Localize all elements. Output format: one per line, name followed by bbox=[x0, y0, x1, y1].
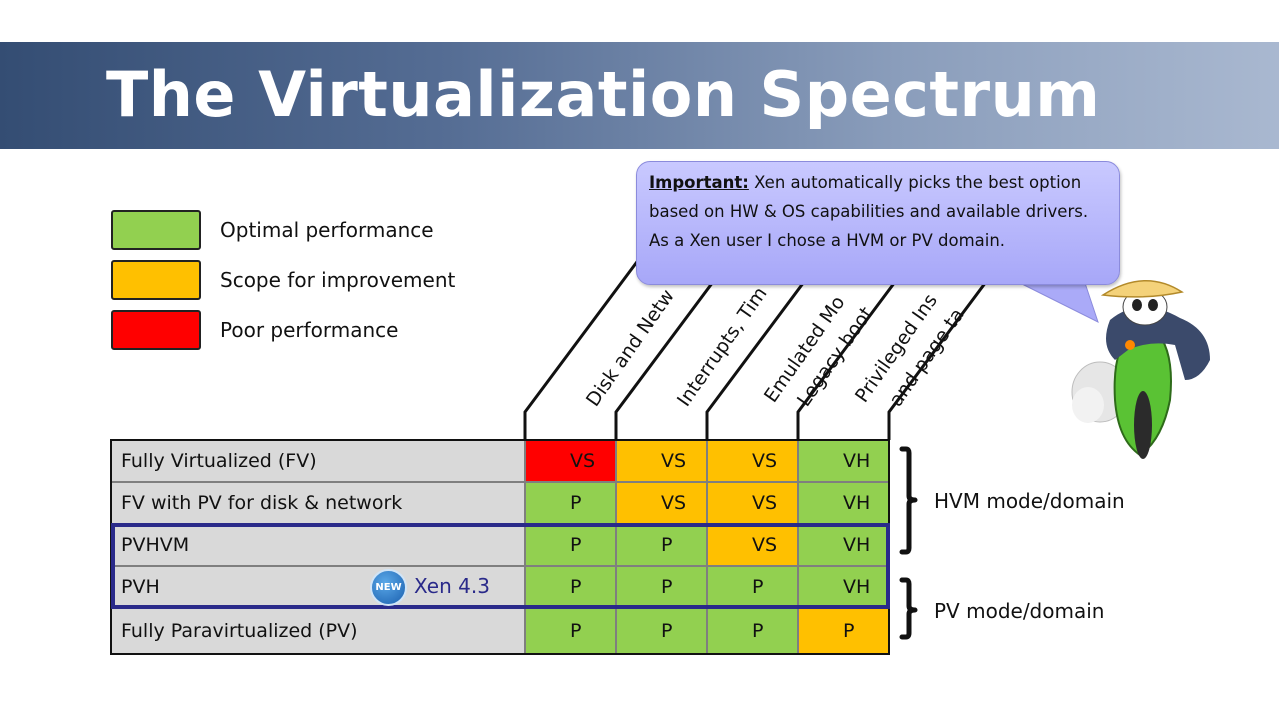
cell-pvh-privileged: VH bbox=[798, 566, 889, 608]
column-header-disk-network: Disk and Netw bbox=[582, 285, 679, 411]
cell-fvpv-interrupts: VS bbox=[616, 482, 707, 524]
pvhvm-pvh-highlight bbox=[111, 523, 890, 609]
xen-version-label: Xen 4.3 bbox=[414, 574, 490, 598]
row-label-fv-pv-disk: FV with PV for disk & network bbox=[111, 482, 525, 524]
legend-swatch-poor bbox=[111, 310, 201, 350]
callout-heading: Important: bbox=[649, 173, 749, 192]
cell-pvhvm-emulated: VS bbox=[707, 524, 798, 566]
pv-brace bbox=[899, 577, 918, 640]
cell-fvpv-emulated: VS bbox=[707, 482, 798, 524]
legend-swatch-improvement bbox=[111, 260, 201, 300]
cell-pvhvm-privileged: VH bbox=[798, 524, 889, 566]
callout-line-2: As a Xen user I chose a HVM or PV domain… bbox=[649, 231, 1006, 250]
column-header-interrupts-timers: Interrupts, Tim bbox=[673, 282, 772, 411]
callout-text-1: Xen automatically picks the best option … bbox=[649, 173, 1089, 221]
important-callout: Important: Xen automatically picks the b… bbox=[636, 161, 1120, 285]
legend-label-improvement: Scope for improvement bbox=[220, 268, 456, 292]
cell-pvhvm-disk: P bbox=[525, 524, 616, 566]
cell-pvhvm-interrupts: P bbox=[616, 524, 707, 566]
legend-swatch-optimal bbox=[111, 210, 201, 250]
hvm-mode-label: HVM mode/domain bbox=[934, 489, 1125, 513]
hvm-brace bbox=[899, 446, 918, 555]
row-label-pvhvm: PVHVM bbox=[111, 524, 525, 566]
cell-pvh-disk: P bbox=[525, 566, 616, 608]
callout-line-1: Important: Xen automatically picks the b… bbox=[649, 168, 1107, 226]
cell-pvh-emulated: P bbox=[707, 566, 798, 608]
cell-fv-privileged: VH bbox=[798, 440, 889, 482]
legend-label-poor: Poor performance bbox=[220, 318, 399, 342]
pv-mode-label: PV mode/domain bbox=[934, 599, 1105, 623]
cell-fv-emulated: VS bbox=[707, 440, 798, 482]
new-badge-icon: NEW bbox=[370, 569, 407, 606]
page-title: The Virtualization Spectrum bbox=[106, 58, 1101, 131]
legend-label-optimal: Optimal performance bbox=[220, 218, 434, 242]
cell-fv-disk: VS bbox=[525, 440, 616, 482]
title-bar bbox=[0, 42, 1279, 149]
